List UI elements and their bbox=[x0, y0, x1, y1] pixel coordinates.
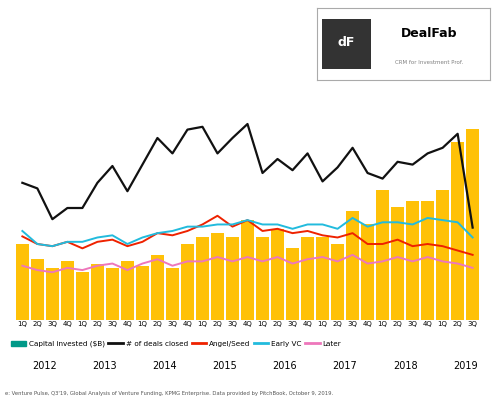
Bar bbox=[301, 238, 314, 320]
Bar bbox=[437, 190, 449, 320]
Text: DealFab: DealFab bbox=[401, 27, 458, 40]
Text: 2017: 2017 bbox=[333, 361, 357, 371]
Text: e: Venture Pulse, Q3'19, Global Analysis of Venture Funding, KPMG Enterprise. Da: e: Venture Pulse, Q3'19, Global Analysis… bbox=[5, 391, 333, 396]
FancyBboxPatch shape bbox=[322, 19, 370, 69]
Bar bbox=[197, 238, 208, 320]
Bar bbox=[61, 261, 74, 320]
Bar bbox=[287, 248, 298, 320]
Bar bbox=[466, 129, 479, 320]
Bar bbox=[421, 200, 434, 320]
Bar bbox=[226, 238, 239, 320]
Bar bbox=[392, 207, 404, 320]
Bar bbox=[316, 238, 329, 320]
Text: 2014: 2014 bbox=[152, 361, 177, 371]
Text: 2012: 2012 bbox=[33, 361, 57, 371]
Legend: Capital invested ($B), # of deals closed, Angel/Seed, Early VC, Later: Capital invested ($B), # of deals closed… bbox=[8, 338, 345, 350]
Bar bbox=[406, 200, 419, 320]
Bar bbox=[376, 190, 389, 320]
Text: CRM for Investment Prof.: CRM for Investment Prof. bbox=[396, 60, 463, 64]
Bar bbox=[271, 229, 284, 320]
Bar bbox=[106, 268, 119, 320]
Text: 2016: 2016 bbox=[273, 361, 297, 371]
Text: dF: dF bbox=[338, 36, 355, 49]
Bar bbox=[346, 212, 359, 320]
Bar bbox=[332, 244, 344, 320]
Bar bbox=[76, 272, 89, 320]
Bar bbox=[151, 255, 163, 320]
Bar bbox=[46, 268, 58, 320]
Text: 2013: 2013 bbox=[93, 361, 117, 371]
Text: 2019: 2019 bbox=[453, 361, 478, 371]
Bar bbox=[181, 244, 194, 320]
Bar bbox=[31, 259, 44, 320]
Text: 2015: 2015 bbox=[213, 361, 238, 371]
Bar bbox=[91, 264, 103, 320]
Bar bbox=[16, 244, 29, 320]
Bar bbox=[361, 224, 374, 320]
Bar bbox=[136, 266, 148, 320]
Bar bbox=[121, 261, 134, 320]
Bar bbox=[166, 268, 179, 320]
Bar bbox=[242, 220, 253, 320]
Bar bbox=[256, 238, 269, 320]
Bar bbox=[211, 233, 224, 320]
Text: s du Venture dans le financement
de l’Europe depuis 2012: s du Venture dans le financement de l’Eu… bbox=[11, 22, 235, 53]
Bar bbox=[451, 142, 464, 320]
Text: 2018: 2018 bbox=[393, 361, 417, 371]
